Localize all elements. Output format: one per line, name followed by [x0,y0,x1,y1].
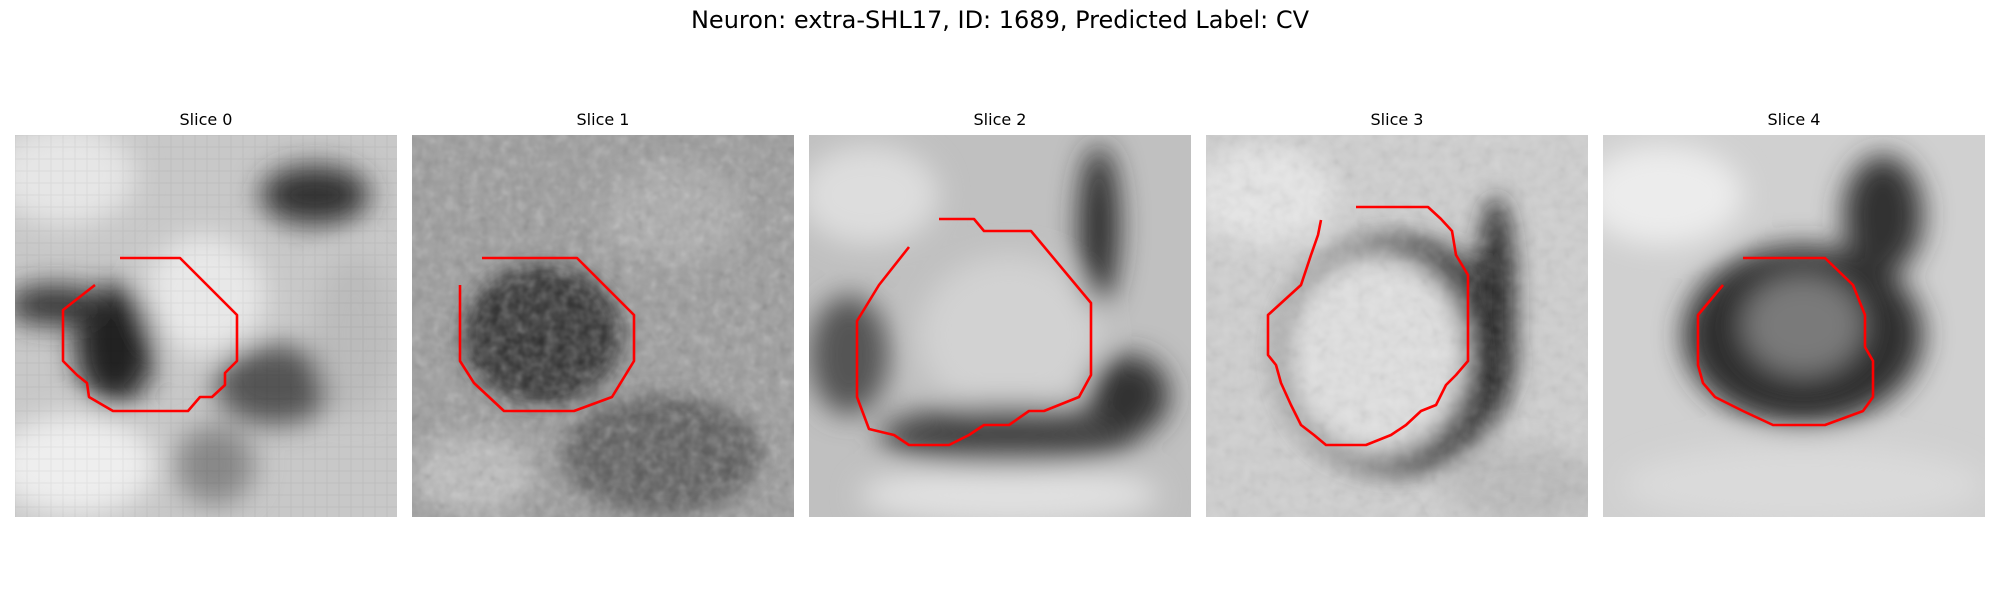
slice-panel-4: Slice 4 [1603,108,1985,517]
slice-title: Slice 3 [1370,110,1424,129]
figure-title: Neuron: extra-SHL17, ID: 1689, Predicted… [690,6,1310,34]
contour-outline [1266,205,1470,447]
slice-title: Slice 1 [576,110,630,129]
contour-outline [458,256,636,413]
contour-outline [61,256,239,413]
slice-panel-3: Slice 3 [1206,108,1588,517]
slice-image-1 [412,135,794,517]
slice-title: Slice 2 [973,110,1027,129]
slice-image-3 [1206,135,1588,517]
slice-title: Slice 0 [179,110,233,129]
slice-image-2 [809,135,1191,517]
slice-panel-2: Slice 2 [809,108,1191,517]
slice-image-0 [15,135,397,517]
slice-panel-0: Slice 0 [15,108,397,517]
contour-outline [1696,256,1875,427]
slice-image-4 [1603,135,1985,517]
slice-title: Slice 4 [1767,110,1821,129]
contour-outline [855,217,1093,447]
slice-panel-1: Slice 1 [412,108,794,517]
